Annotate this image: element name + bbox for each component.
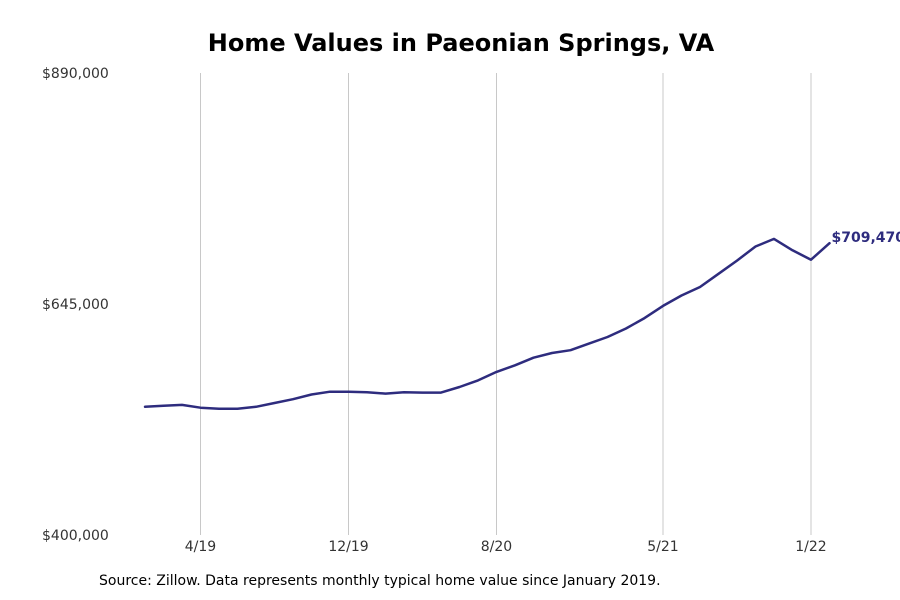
source-note: Source: Zillow. Data represents monthly …	[99, 573, 661, 589]
gridlines	[200, 73, 812, 535]
x-axis-ticks: 4/19 12/19 8/20 5/21 1/22	[185, 539, 827, 555]
end-value-label: $709,470	[832, 230, 900, 246]
x-tick-label: 4/19	[185, 539, 216, 555]
series-group: $709,470	[143, 230, 900, 410]
y-axis-ticks: $400,000 $645,000 $890,000	[42, 66, 109, 544]
x-tick-label: 1/22	[795, 539, 826, 555]
x-tick-label: 12/19	[328, 539, 368, 555]
y-tick-label: $400,000	[42, 528, 109, 544]
chart-title: Home Values in Paeonian Springs, VA	[208, 29, 715, 57]
x-tick-label: 8/20	[481, 539, 512, 555]
y-tick-label: $890,000	[42, 66, 109, 82]
x-tick-label: 5/21	[647, 539, 678, 555]
y-tick-label: $645,000	[42, 297, 109, 313]
series-line	[143, 237, 831, 410]
